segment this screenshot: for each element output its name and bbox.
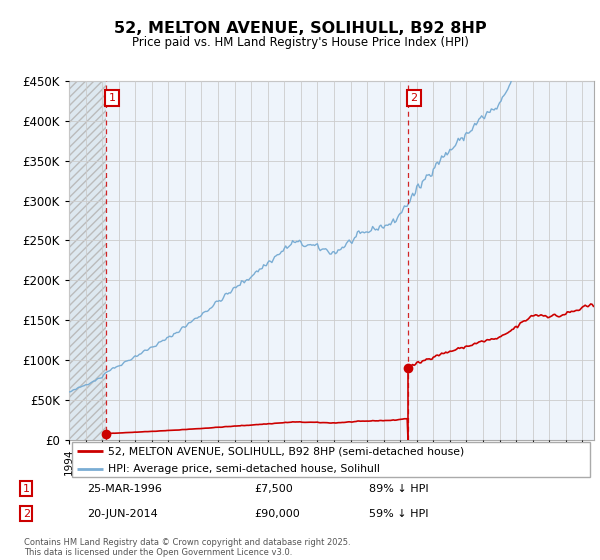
Text: 2: 2: [23, 508, 30, 519]
Text: £7,500: £7,500: [254, 484, 293, 494]
Text: 20-JUN-2014: 20-JUN-2014: [87, 508, 158, 519]
Text: 25-MAR-1996: 25-MAR-1996: [87, 484, 162, 494]
Text: £90,000: £90,000: [254, 508, 299, 519]
Text: 2: 2: [410, 93, 418, 103]
Text: 1: 1: [109, 93, 115, 103]
Text: 59% ↓ HPI: 59% ↓ HPI: [369, 508, 428, 519]
Text: HPI: Average price, semi-detached house, Solihull: HPI: Average price, semi-detached house,…: [109, 464, 380, 474]
Text: 52, MELTON AVENUE, SOLIHULL, B92 8HP (semi-detached house): 52, MELTON AVENUE, SOLIHULL, B92 8HP (se…: [109, 446, 464, 456]
Text: 89% ↓ HPI: 89% ↓ HPI: [369, 484, 429, 494]
Bar: [69, 81, 106, 440]
FancyBboxPatch shape: [71, 442, 590, 477]
Bar: [69, 81, 106, 440]
Text: 52, MELTON AVENUE, SOLIHULL, B92 8HP: 52, MELTON AVENUE, SOLIHULL, B92 8HP: [113, 21, 487, 36]
Text: Contains HM Land Registry data © Crown copyright and database right 2025.
This d: Contains HM Land Registry data © Crown c…: [24, 538, 350, 557]
Text: Price paid vs. HM Land Registry's House Price Index (HPI): Price paid vs. HM Land Registry's House …: [131, 36, 469, 49]
Text: 1: 1: [23, 484, 30, 494]
